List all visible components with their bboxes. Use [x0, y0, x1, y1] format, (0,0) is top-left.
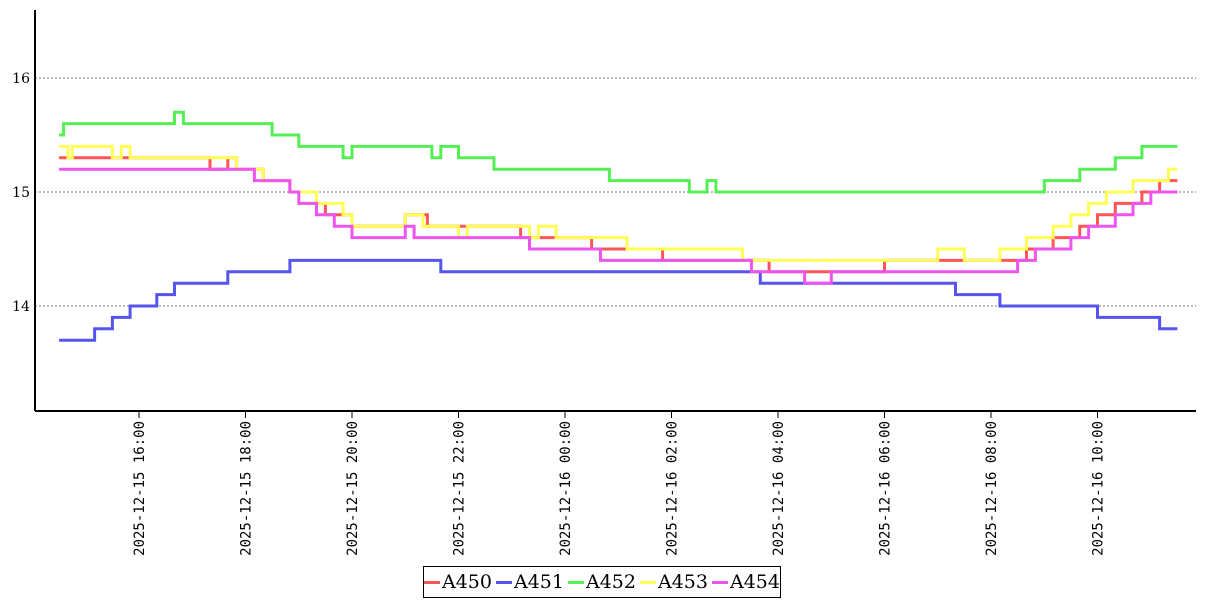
x-tick-label: 2025-12-15 22:00 — [452, 421, 468, 556]
legend-swatch — [640, 580, 656, 584]
legend-item: A454 — [712, 571, 780, 593]
x-tick-label: 2025-12-16 04:00 — [771, 421, 787, 556]
x-tick-labels: 2025-12-15 16:00 2025-12-15 18:00 2025-12-… — [132, 411, 1107, 556]
legend-label: A454 — [730, 571, 780, 593]
series-line-a452 — [59, 110, 1178, 194]
x-tick-label: 2025-12-16 06:00 — [878, 421, 894, 556]
legend-swatch — [496, 580, 512, 584]
x-tick-label: 2025-12-15 16:00 — [132, 421, 148, 556]
legend-swatch — [424, 580, 440, 584]
x-tick-label: 2025-12-16 10:00 — [1091, 421, 1107, 556]
legend-label: A453 — [658, 571, 708, 593]
x-tick-label: 2025-12-16 08:00 — [984, 421, 1000, 556]
x-tick-label: 2025-12-15 20:00 — [345, 421, 361, 556]
legend-label: A450 — [442, 571, 492, 593]
grid-lines — [35, 77, 1196, 307]
y-tick-label: 16 — [12, 71, 30, 87]
legend-item: A450 — [424, 571, 492, 593]
series-lines — [59, 110, 1178, 342]
legend-item: A453 — [640, 571, 708, 593]
x-tick-label: 2025-12-16 00:00 — [558, 421, 574, 556]
legend-label: A451 — [514, 571, 564, 593]
legend: A450 A451 A452 A453 A454 — [423, 566, 781, 598]
series-line-a453 — [59, 144, 1178, 262]
series-line-a451 — [59, 258, 1178, 342]
series-line-a454 — [59, 167, 1178, 285]
y-tick-label: 14 — [12, 299, 30, 315]
x-tick-label: 2025-12-16 02:00 — [665, 421, 681, 556]
legend-item: A452 — [568, 571, 636, 593]
y-tick-label: 15 — [12, 185, 30, 201]
legend-swatch — [712, 580, 728, 584]
legend-swatch — [568, 580, 584, 584]
x-tick-label: 2025-12-15 18:00 — [239, 421, 255, 556]
y-tick-labels: 14 15 16 — [12, 71, 30, 315]
series-line-a450 — [59, 156, 1178, 274]
axes — [34, 10, 1196, 412]
legend-item: A451 — [496, 571, 564, 593]
legend-label: A452 — [586, 571, 636, 593]
